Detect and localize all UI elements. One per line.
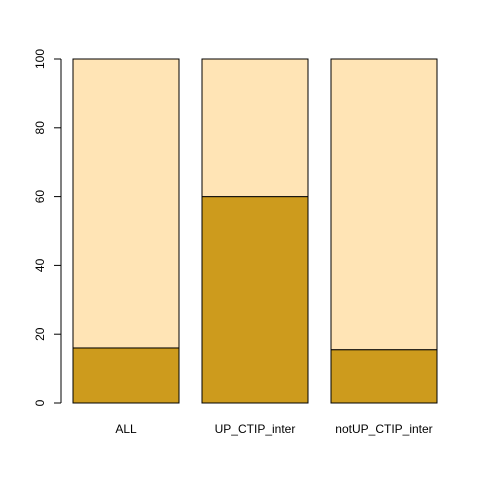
y-axis: 0 20 40 60 80 100	[33, 49, 62, 406]
y-tick-label: 0	[33, 399, 47, 406]
y-tick-label: 80	[33, 121, 47, 135]
y-tick-label: 100	[33, 49, 47, 69]
y-tick-label: 40	[33, 258, 47, 272]
bar-segment-notup-ctip-inter-0	[330, 349, 438, 404]
y-tick-label: 20	[33, 327, 47, 341]
x-axis-labels: ALL UP_CTIP_inter notUP_CTIP_inter	[115, 422, 432, 436]
x-category-label: UP_CTIP_inter	[215, 422, 296, 436]
x-category-label: notUP_CTIP_inter	[335, 422, 432, 436]
bar-segment-up-ctip-inter-1	[201, 58, 309, 198]
bar-segment-up-ctip-inter-0	[201, 196, 309, 404]
x-category-label: ALL	[115, 422, 137, 436]
bars-group	[72, 58, 438, 404]
bar-segment-all-1	[72, 58, 180, 349]
bar-segment-notup-ctip-inter-1	[330, 58, 438, 351]
bar-segment-all-0	[72, 347, 180, 404]
y-tick-label: 60	[33, 190, 47, 204]
